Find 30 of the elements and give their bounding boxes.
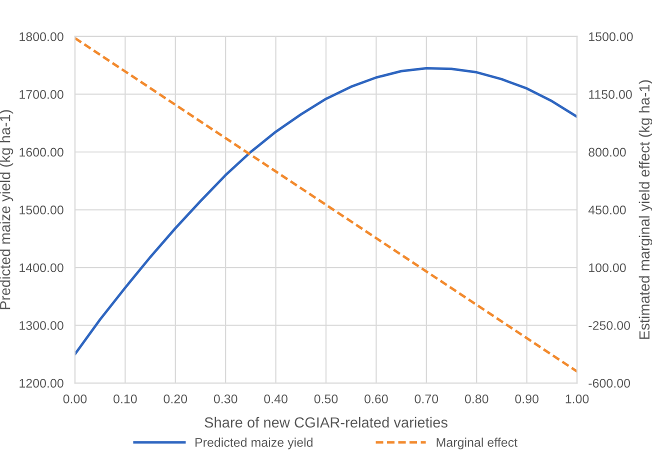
x-tick-label: 0.40 [264, 394, 288, 404]
y2-tick-label: 1500.00 [589, 32, 633, 42]
y2-tick-label: 450.00 [588, 206, 626, 214]
y2-tick-label: 800.00 [588, 148, 626, 157]
x-axis-title: Share of new CGIAR-related varieties [204, 416, 448, 428]
legend-label: Marginal effect [436, 438, 518, 450]
y2-tick-label: -250.00 [588, 321, 630, 330]
x-tick-label: 0.50 [314, 394, 338, 404]
y2-tick-label: -600.00 [588, 378, 630, 388]
x-tick-label: 1.00 [566, 394, 589, 404]
x-tick-label: 0.30 [214, 394, 238, 404]
y2-tick-label: 1150.00 [589, 90, 632, 99]
x-tick-label: 0.90 [515, 394, 538, 404]
x-tick-label: 0.10 [114, 394, 137, 404]
legend-label: Predicted maize yield [195, 438, 312, 450]
x-tick-label: 0.70 [414, 394, 438, 404]
x-tick-label: 0.20 [164, 394, 188, 404]
y-axis-title: Predicted maize yield (kg ha-1) [0, 110, 14, 310]
x-tick-label: 0.60 [364, 394, 388, 404]
y-tick-label: 1600.00 [20, 148, 64, 157]
y-tick-label: 1300.00 [20, 321, 64, 330]
y-tick-label: 1400.00 [20, 263, 64, 272]
x-tick-label: 0.00 [63, 394, 87, 404]
y-tick-label: 1700.00 [20, 90, 64, 99]
y2-axis-title: Estimated marginal yield effect (kg ha-1) [638, 80, 652, 339]
y-tick-label: 1500.00 [20, 206, 64, 214]
y2-tick-label: 100.00 [589, 263, 626, 272]
x-tick-label: 0.80 [464, 394, 488, 404]
y-tick-label: 1200.00 [20, 378, 64, 388]
y-tick-label: 1800.00 [20, 32, 64, 42]
